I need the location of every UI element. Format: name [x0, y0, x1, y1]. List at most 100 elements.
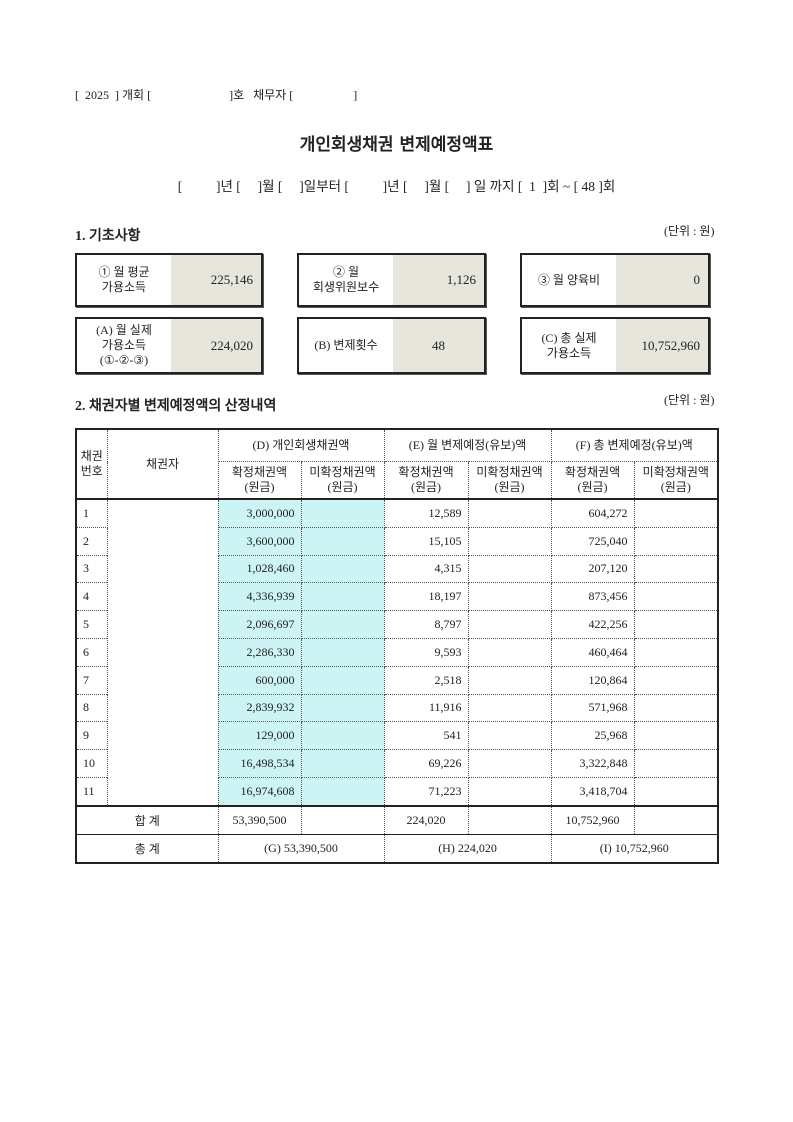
box-value: 10,752,960: [616, 319, 708, 372]
case-header: [ 2025 ] 개회 [ ]호 채무자 [ ]: [75, 88, 358, 102]
subheader-unconfirmed: 미확정채권액 (원금): [300, 461, 385, 500]
box-label: (B) 변제횟수: [314, 338, 378, 352]
section1-unit: (단위 : 원): [664, 224, 715, 238]
cell-e: 541: [383, 721, 469, 751]
box-value: 224,020: [171, 319, 261, 372]
cell-fu: [633, 665, 719, 695]
table-row: 2 3,600,000 15,105 725,040: [75, 526, 719, 556]
cell-eu: [467, 721, 552, 751]
cell-e: 15,105: [383, 526, 469, 556]
cell-d: 4,336,939: [217, 582, 302, 612]
cell-e: 2,518: [383, 665, 469, 695]
cell-no: 7: [75, 665, 108, 695]
total-h: (H) 224,020: [383, 833, 552, 864]
header-creditor: 채권자: [106, 428, 219, 500]
cell-fu: [633, 526, 719, 556]
cell-eu: [467, 554, 552, 584]
cell-fu: [633, 554, 719, 584]
cell-d: 2,839,932: [217, 693, 302, 723]
subheader-confirmed: 확정채권액 (원금): [217, 461, 302, 500]
section2-heading: 2. 채권자별 변제예정액의 산정내역: [75, 399, 277, 414]
cell-du: [300, 554, 385, 584]
cell-no: 11: [75, 776, 108, 807]
cell-d: 16,498,534: [217, 749, 302, 778]
cell-d: 3,600,000: [217, 526, 302, 556]
case-suffix: 호: [233, 88, 245, 102]
sum-d-unconfirmed: [300, 804, 385, 835]
box-actual-income: (A) 월 실제 가용소득 (①-②-③) 224,020: [75, 317, 263, 374]
cell-no: 5: [75, 610, 108, 639]
total-label: 총 계: [75, 833, 219, 864]
cell-eu: [467, 637, 552, 667]
sum-d: 53,390,500: [217, 804, 302, 835]
page-title: 개인회생채권 변제예정액표: [299, 135, 494, 155]
box-total-income: (C) 총 실제 가용소득 10,752,960: [520, 317, 710, 374]
cell-eu: [467, 693, 552, 723]
section1-heading: 1. 기초사항: [75, 229, 141, 244]
cell-fu: [633, 749, 719, 778]
table-row: 10 16,498,534 69,226 3,322,848: [75, 749, 719, 778]
cell-eu: [467, 665, 552, 695]
subheader-confirmed: 확정채권액 (원금): [383, 461, 469, 500]
cell-d: 2,286,330: [217, 637, 302, 667]
cell-e: 69,226: [383, 749, 469, 778]
cell-du: [300, 721, 385, 751]
cell-e: 11,916: [383, 693, 469, 723]
cell-d: 600,000: [217, 665, 302, 695]
period-line: [ ]년 [ ]월 [ ]일부터 [ ]년 [ ]월 [ ] 일 까지 [ 1 …: [177, 179, 616, 194]
sum-label: 합 계: [75, 804, 219, 835]
cell-f: 207,120: [550, 554, 635, 584]
sum-e-unconfirmed: [467, 804, 552, 835]
cell-e: 9,593: [383, 637, 469, 667]
box-label: ② 월 회생위원보수: [312, 265, 380, 294]
cell-e: 18,197: [383, 582, 469, 612]
table-row: 8 2,839,932 11,916 571,968: [75, 693, 719, 723]
cell-f: 571,968: [550, 693, 635, 723]
cell-f: 873,456: [550, 582, 635, 612]
cell-f: 120,864: [550, 665, 635, 695]
box-label: (A) 월 실제 가용소득 (①-②-③): [96, 323, 152, 367]
cell-d: 3,000,000: [217, 497, 302, 528]
box-payment-count: (B) 변제횟수 48: [297, 317, 486, 374]
case-label: 개회: [122, 88, 145, 102]
table-row: 11 16,974,608 71,223 3,418,704: [75, 776, 719, 807]
cell-f: 3,418,704: [550, 776, 635, 807]
section2-unit: (단위 : 원): [664, 393, 715, 407]
sum-row: 합 계 53,390,500 224,020 10,752,960: [75, 804, 719, 835]
cell-d: 129,000: [217, 721, 302, 751]
cell-no: 8: [75, 693, 108, 723]
cell-fu: [633, 582, 719, 612]
cell-e: 12,589: [383, 497, 469, 528]
cell-fu: [633, 776, 719, 807]
box-value: 225,146: [171, 255, 261, 305]
total-row: 총 계 (G) 53,390,500 (H) 224,020 (I) 10,75…: [75, 833, 719, 864]
cell-f: 3,322,848: [550, 749, 635, 778]
table-row: 5 2,096,697 8,797 422,256: [75, 610, 719, 639]
table-row: 9 129,000 541 25,968: [75, 721, 719, 751]
header-d: (D) 개인회생채권액: [217, 428, 385, 462]
cell-du: [300, 526, 385, 556]
cell-no: 4: [75, 582, 108, 612]
box-child-support: ③ 월 양육비 0: [520, 253, 710, 307]
cell-fu: [633, 637, 719, 667]
box-label: (C) 총 실제 가용소득: [541, 330, 597, 360]
cell-du: [300, 749, 385, 778]
cell-du: [300, 610, 385, 639]
cell-fu: [633, 721, 719, 751]
cell-du: [300, 665, 385, 695]
header-no: 채권 번호: [75, 428, 108, 500]
cell-du: [300, 497, 385, 528]
cell-e: 8,797: [383, 610, 469, 639]
cell-f: 725,040: [550, 526, 635, 556]
box-label: ③ 월 양육비: [537, 272, 601, 287]
cell-f: 460,464: [550, 637, 635, 667]
total-g: (G) 53,390,500: [217, 833, 385, 864]
cell-fu: [633, 497, 719, 528]
cell-fu: [633, 693, 719, 723]
cell-f: 604,272: [550, 497, 635, 528]
cell-du: [300, 776, 385, 807]
table-row: 4 4,336,939 18,197 873,456: [75, 582, 719, 612]
subheader-unconfirmed: 미확정채권액 (원금): [467, 461, 552, 500]
cell-no: 2: [75, 526, 108, 556]
table-row: 3 1,028,460 4,315 207,120: [75, 554, 719, 584]
